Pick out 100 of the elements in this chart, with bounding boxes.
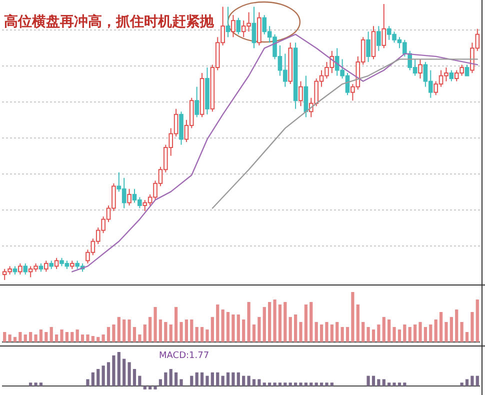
bar [460, 322, 464, 342]
bar [143, 386, 146, 390]
bar [258, 317, 261, 342]
bar [44, 332, 48, 342]
bar [465, 332, 469, 342]
bar [403, 382, 406, 386]
bar [102, 334, 105, 342]
bar [388, 320, 391, 342]
bar [29, 382, 32, 386]
bar [216, 372, 220, 386]
bar [39, 330, 43, 342]
bar [117, 317, 120, 342]
bar [366, 327, 370, 342]
bar [164, 322, 168, 342]
bar [330, 382, 334, 386]
bar [122, 320, 126, 342]
bar [299, 322, 302, 342]
bar [476, 300, 479, 342]
bar [325, 322, 328, 342]
bar [138, 376, 142, 386]
bar [13, 337, 17, 342]
annotation: MACD:1.77 [159, 351, 210, 361]
bar [206, 330, 209, 342]
bar [96, 369, 100, 386]
bar [470, 312, 474, 342]
bar [294, 382, 298, 386]
bar [80, 334, 84, 342]
bar [403, 324, 406, 342]
bar [180, 379, 183, 386]
bar [320, 324, 324, 342]
bar [122, 358, 126, 386]
bar [434, 320, 438, 342]
bar [278, 382, 282, 386]
bar [148, 317, 152, 342]
bar [273, 382, 276, 386]
bar [418, 322, 422, 342]
bar [169, 324, 172, 342]
bar [258, 379, 261, 386]
bar [377, 379, 380, 386]
bar [29, 332, 32, 342]
bar [154, 386, 157, 390]
bar [336, 322, 339, 342]
bar [273, 300, 276, 342]
bar [210, 317, 214, 342]
bar [351, 292, 354, 342]
bar [91, 372, 94, 386]
bar [372, 376, 376, 386]
bar [288, 382, 292, 386]
bar [174, 307, 178, 342]
bar [226, 372, 230, 386]
bar [96, 337, 100, 342]
bar [310, 382, 313, 386]
bar [112, 355, 116, 386]
bar [346, 327, 350, 342]
bar [128, 320, 131, 342]
bar [232, 314, 235, 342]
bar [180, 322, 183, 342]
bar [8, 334, 12, 342]
bar [210, 372, 214, 386]
bar [242, 320, 246, 342]
bar [247, 376, 250, 386]
bar [304, 304, 308, 342]
bar [132, 327, 136, 342]
bar [366, 376, 370, 386]
bar [398, 330, 402, 342]
bar [34, 334, 38, 342]
bar [102, 366, 105, 386]
bar [195, 372, 198, 386]
bar [169, 369, 172, 386]
bar [76, 330, 79, 342]
bar [413, 324, 417, 342]
bar [392, 327, 396, 342]
bar [460, 382, 464, 386]
bar [284, 302, 287, 342]
bar [86, 379, 90, 386]
bar [284, 382, 287, 386]
bar [174, 372, 178, 386]
bar [65, 332, 69, 342]
bar [439, 312, 443, 342]
bar [340, 327, 344, 342]
bar [106, 327, 110, 342]
bar [325, 382, 328, 386]
bar [106, 362, 110, 386]
bar [190, 376, 194, 386]
bar [39, 382, 43, 386]
bar [314, 322, 318, 342]
bar [372, 330, 376, 342]
bar [377, 324, 380, 342]
bar [24, 334, 27, 342]
bar [444, 322, 448, 342]
bar [424, 327, 428, 342]
bar [138, 334, 142, 342]
bar [476, 376, 479, 386]
bar [221, 310, 224, 342]
bar [18, 332, 22, 342]
bar [408, 327, 412, 342]
bar [70, 332, 74, 342]
bar [320, 382, 324, 386]
bar [132, 369, 136, 386]
bar [268, 382, 272, 386]
